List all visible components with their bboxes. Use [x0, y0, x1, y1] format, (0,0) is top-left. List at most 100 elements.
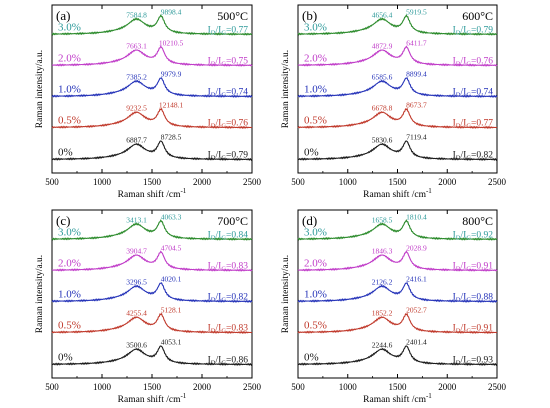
ratio-label: ID/IG=0.76 [453, 56, 494, 67]
d-peak-label: 3904.7 [126, 246, 147, 255]
ratio-symbol: /I [216, 230, 222, 240]
series-line-3.0% [51, 219, 253, 241]
y-axis-label: Raman intensity/a.u. [35, 50, 45, 128]
ratio-symbol: = [226, 261, 231, 271]
ratio-subscript: D [456, 60, 461, 67]
ratio-subscript: G [466, 60, 471, 67]
series-name: 0.5% [58, 115, 81, 127]
ratio-subscript: G [466, 92, 471, 99]
ratio-symbol: = [226, 151, 231, 161]
ratio-symbol: I [208, 56, 211, 66]
ratio-label: ID/IG=0.88 [453, 293, 494, 304]
d-peak-label: 5830.6 [372, 136, 393, 145]
ratio-symbol: I [453, 25, 456, 35]
d-peak-label: 9232.5 [126, 104, 147, 113]
x-axis-label: Raman shift /cm-1 [363, 392, 432, 405]
ratio-subscript: G [221, 360, 226, 367]
ratio-subscript: D [456, 297, 461, 304]
series-name: 0% [58, 352, 73, 364]
ratio-symbol: I [208, 88, 211, 98]
ratio-subscript: D [456, 92, 461, 99]
g-peak-label: 2401.4 [406, 338, 427, 347]
x-tick-label: 2000 [193, 177, 212, 187]
panel-label: (c) [56, 213, 70, 228]
g-peak-label: 8673.7 [406, 101, 427, 110]
series-name: 1.0% [304, 289, 327, 301]
ratio-label: ID/IG=0.77 [208, 25, 249, 36]
d-peak-label: 3296.5 [126, 278, 147, 287]
ratio-symbol: = [226, 293, 231, 303]
ratio-subscript: D [211, 155, 216, 162]
ratio-symbol: I [208, 230, 211, 240]
ratio-symbol: = [471, 293, 476, 303]
ratio-subscript: G [221, 234, 226, 241]
g-peak-label: 12148.1 [159, 101, 184, 110]
x-tick-label: 1000 [339, 177, 358, 187]
x-axis-label: Raman shift /cm-1 [118, 187, 187, 200]
ratio-subscript: D [456, 328, 461, 335]
temperature-label: 800°C [462, 214, 493, 228]
series-line-0% [297, 140, 498, 161]
ratio-symbol: = [471, 356, 476, 366]
g-peak-label: 5919.5 [406, 7, 427, 16]
ratio-symbol: I [453, 88, 456, 98]
ratio-symbol: /I [461, 356, 467, 366]
ratio-symbol: = [471, 230, 476, 240]
ratio-symbol: I [453, 230, 456, 240]
g-peak-label: 1810.4 [406, 212, 427, 221]
ratio-symbol: = [226, 324, 231, 334]
ratio-value: 0.77 [231, 25, 248, 35]
series-name: 1.0% [58, 84, 81, 96]
ratio-subscript: G [466, 155, 471, 162]
ratio-symbol: /I [461, 293, 467, 303]
d-peak-label: 1852.2 [372, 309, 393, 318]
x-axis-label-superscript: -1 [180, 187, 186, 195]
d-peak-label: 4656.4 [372, 10, 393, 19]
ratio-symbol: I [453, 324, 456, 334]
x-axis-label-superscript: -1 [426, 392, 432, 400]
ratio-symbol: I [208, 293, 211, 303]
x-tick-label: 1000 [93, 382, 112, 392]
x-axis-label-text: Raman shift /cm [363, 189, 426, 200]
ratio-symbol: I [208, 324, 211, 334]
d-peak-label: 2126.2 [372, 278, 393, 287]
ratio-label: ID/IG=0.82 [208, 293, 249, 304]
series-line-0% [51, 140, 253, 161]
ratio-symbol: = [471, 261, 476, 271]
ratio-subscript: D [211, 123, 216, 130]
ratio-label: ID/IG=0.77 [453, 119, 494, 130]
ratio-subscript: D [211, 60, 216, 67]
ratio-symbol: = [471, 88, 476, 98]
x-tick-label: 1500 [143, 382, 162, 392]
series-line-0.5% [297, 107, 498, 130]
ratio-value: 0.77 [476, 119, 493, 129]
series-line-0.5% [51, 312, 253, 334]
series-line-1.0% [51, 282, 253, 303]
series-name: 0.5% [58, 320, 81, 332]
ratio-label: ID/IG=0.75 [208, 56, 249, 67]
ratio-symbol: /I [461, 230, 467, 240]
ratio-symbol: /I [216, 151, 222, 161]
ratio-symbol: = [226, 56, 231, 66]
ratio-label: ID/IG=0.83 [208, 261, 249, 272]
series-name: 2.0% [58, 52, 81, 64]
ratio-symbol: /I [216, 25, 222, 35]
ratio-subscript: G [221, 92, 226, 99]
ratio-subscript: D [456, 234, 461, 241]
ratio-subscript: G [466, 234, 471, 241]
ratio-value: 0.92 [476, 230, 493, 240]
ratio-symbol: /I [216, 119, 222, 129]
x-axis-label: Raman shift /cm-1 [363, 187, 432, 200]
ratio-symbol: /I [216, 324, 222, 334]
g-peak-label: 4704.5 [161, 243, 182, 252]
x-axis-label-superscript: -1 [180, 392, 186, 400]
ratio-subscript: G [466, 328, 471, 335]
series-line-2.0% [51, 250, 253, 272]
series-line-1.0% [51, 77, 253, 98]
ratio-symbol: I [453, 261, 456, 271]
series-name: 1.0% [304, 84, 327, 96]
x-tick-label: 500 [45, 382, 59, 392]
ratio-subscript: G [221, 297, 226, 304]
